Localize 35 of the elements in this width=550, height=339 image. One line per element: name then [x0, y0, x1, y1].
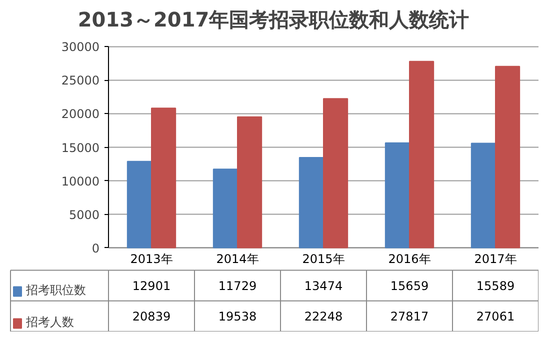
x-tick-label: 2015年 — [302, 252, 345, 266]
bar — [409, 60, 434, 248]
bar — [323, 98, 348, 248]
legend-label: 招考职位数 — [26, 282, 86, 299]
y-tick-label: 25000 — [61, 74, 100, 88]
data-label: 19538 — [218, 310, 257, 324]
data-label: 11729 — [218, 279, 257, 294]
data-label: 15659 — [390, 279, 429, 294]
y-tick-label: 30000 — [61, 40, 100, 54]
data-label: 27817 — [390, 310, 429, 324]
legend-label: 招考人数 — [26, 314, 74, 331]
bar — [237, 116, 262, 248]
x-tick-label: 2013年 — [130, 252, 173, 266]
y-tick-label: 10000 — [61, 174, 100, 188]
bar — [495, 66, 520, 248]
bar — [298, 156, 324, 248]
bar — [384, 142, 410, 248]
data-label: 12901 — [132, 279, 171, 294]
bar — [212, 168, 238, 248]
bar — [151, 108, 176, 248]
data-label: 22248 — [304, 310, 343, 324]
bar — [470, 142, 496, 248]
y-tick-label: 0 — [92, 241, 100, 256]
data-label: 15589 — [476, 279, 515, 294]
y-tick-label: 5000 — [68, 208, 100, 222]
x-tick-label: 2014年 — [216, 252, 259, 266]
x-tick-label: 2016年 — [388, 252, 431, 266]
x-tick-label: 2017年 — [474, 252, 517, 266]
bar — [126, 160, 152, 248]
y-tick-label: 15000 — [61, 140, 100, 155]
y-tick-label: 20000 — [61, 107, 100, 122]
data-label: 20839 — [132, 310, 171, 324]
data-label: 27061 — [476, 310, 515, 324]
data-label: 13474 — [304, 279, 343, 294]
chart-title: 2013～2017年国考招录职位数和人数统计 — [78, 8, 470, 32]
